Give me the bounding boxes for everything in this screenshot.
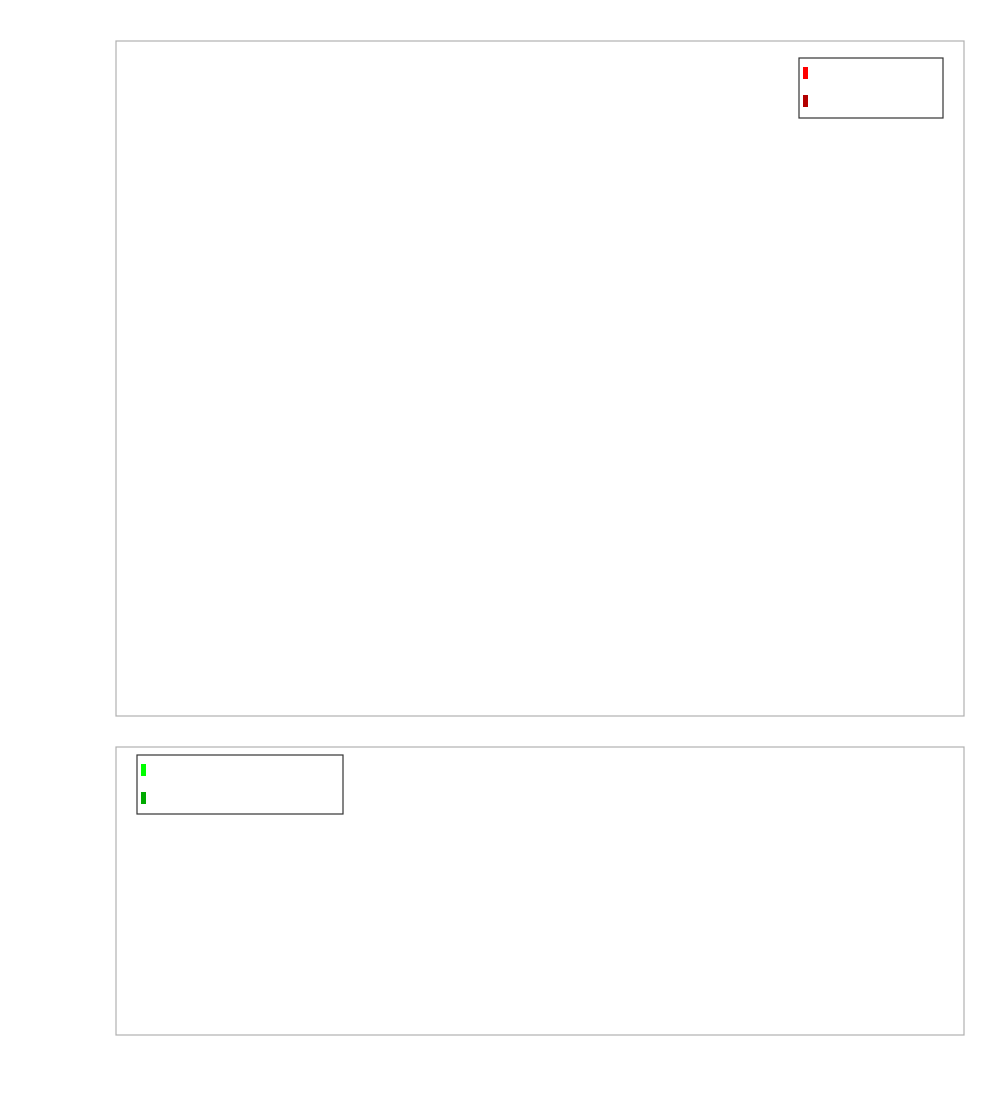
bottom-plot-panel <box>115 746 965 1036</box>
top-plot-border <box>115 40 965 717</box>
top-plot-area <box>116 41 964 716</box>
top-legend <box>798 57 944 119</box>
available-swatch-icon <box>141 764 146 776</box>
bottom-plot-border <box>115 746 965 1036</box>
nucleation-swatch-icon <box>803 95 808 107</box>
top-legend-box <box>798 57 944 119</box>
utilized-swatch-icon <box>141 792 146 804</box>
top-plot-panel <box>115 40 965 717</box>
participation-swatch-icon <box>803 67 808 79</box>
bottom-legend <box>136 754 344 815</box>
bottom-legend-box <box>136 754 344 815</box>
